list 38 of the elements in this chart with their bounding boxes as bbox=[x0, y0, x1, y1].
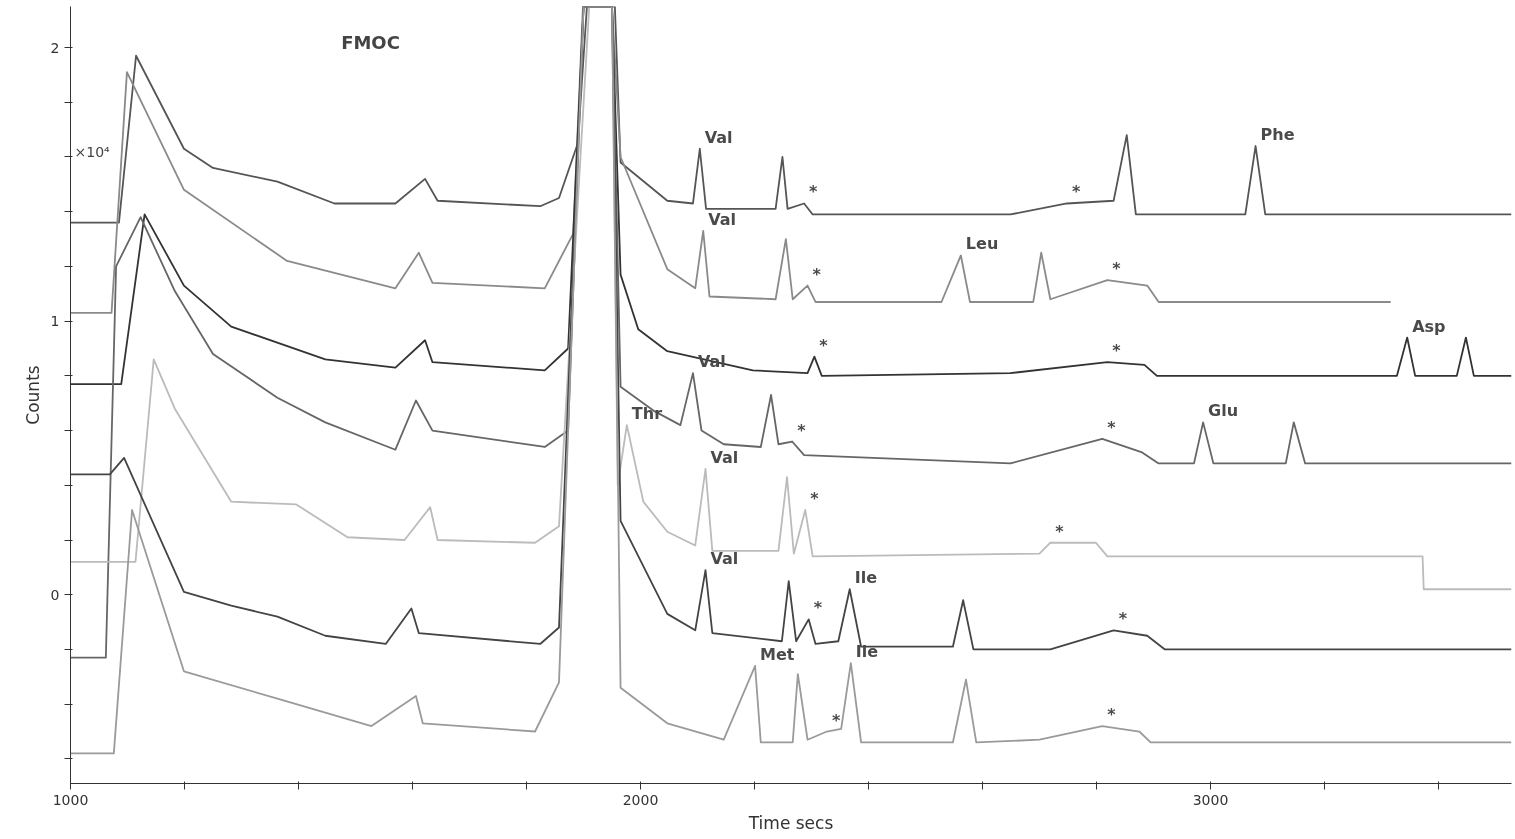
annotation: * bbox=[797, 420, 807, 440]
annotation: * bbox=[1112, 341, 1122, 361]
annotation: * bbox=[819, 335, 829, 355]
annotation: Val bbox=[710, 549, 739, 569]
annotation: ×10⁴ bbox=[74, 143, 111, 160]
annotation: * bbox=[1107, 417, 1117, 437]
y-tick-label: 0 bbox=[50, 586, 60, 603]
annotation: * bbox=[810, 488, 820, 508]
annotation: * bbox=[1112, 259, 1122, 279]
annotation: Glu bbox=[1208, 401, 1239, 421]
annotation: * bbox=[1055, 521, 1065, 541]
annotation: * bbox=[812, 264, 822, 284]
annotation: Met bbox=[760, 644, 795, 664]
annotation: Ile bbox=[854, 568, 878, 588]
annotation: Ile bbox=[855, 642, 879, 662]
x-tick-label: 2000 bbox=[622, 791, 659, 808]
annotation: * bbox=[813, 598, 823, 618]
annotation: * bbox=[1107, 705, 1117, 725]
annotation: Val bbox=[710, 447, 739, 467]
annotation: Val bbox=[704, 127, 733, 147]
y-tick-label: 1 bbox=[50, 313, 60, 330]
annotation: Thr bbox=[631, 404, 663, 424]
line-series bbox=[70, 6, 1392, 314]
y-tick-label: 2 bbox=[50, 39, 60, 56]
line-series bbox=[70, 6, 1512, 224]
annotation: * bbox=[831, 710, 841, 730]
annotation: Leu bbox=[965, 234, 999, 254]
x-tick-label: 3000 bbox=[1192, 791, 1229, 808]
annotation: Phe bbox=[1260, 125, 1295, 145]
x-axis-title: Time secs bbox=[747, 812, 834, 833]
annotation: * bbox=[809, 182, 819, 202]
x-tick-label: 1000 bbox=[52, 791, 89, 808]
annotation: Val bbox=[708, 209, 737, 229]
annotation: FMOC bbox=[341, 31, 400, 53]
annotation: Asp bbox=[1412, 316, 1446, 336]
annotation: * bbox=[1118, 609, 1128, 629]
annotation: * bbox=[1071, 182, 1081, 202]
y-axis-title: Counts bbox=[22, 365, 43, 425]
